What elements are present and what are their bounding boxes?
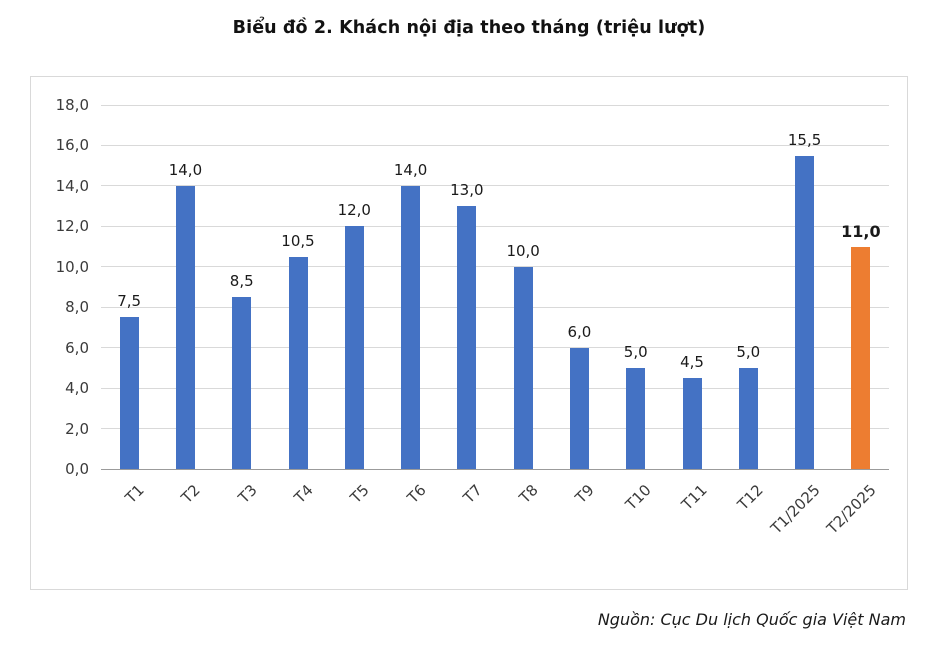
bar (626, 367, 646, 469)
bar-value-label: 4,5 (680, 353, 704, 371)
y-axis-label: 18,0 (55, 96, 89, 114)
bar (795, 155, 815, 469)
bar-value-label: 12,0 (337, 201, 371, 220)
y-axis-label: 12,0 (55, 217, 89, 236)
chart-frame: 7,5 14,0 8,5 10,5 12,0 14,0 13,0 10,0 6,0 5,0 4,5 5… (30, 76, 908, 590)
bar (513, 266, 533, 469)
bar (119, 317, 139, 469)
bar-value-label: 5,0 (736, 342, 761, 361)
x-axis-label: T1 (121, 481, 148, 507)
bar (175, 185, 195, 469)
gridline (101, 387, 889, 389)
x-axis-line (101, 468, 889, 470)
y-axis-label: 14,0 (55, 176, 89, 195)
gridline (101, 144, 889, 146)
x-axis-label: T4 (290, 481, 317, 507)
gridline (101, 347, 889, 349)
gridline (101, 428, 889, 430)
source-caption: Nguồn: Cục Du lịch Quốc gia Việt Nam (597, 610, 906, 629)
x-axis-label: T10 (621, 481, 655, 514)
gridline (101, 306, 889, 308)
bar-value-label: 11,0 (841, 221, 881, 241)
bar (457, 206, 477, 469)
chart-title: Biểu đồ 2. Khách nội địa theo tháng (tri… (232, 18, 706, 38)
y-axis-label: 10,0 (55, 257, 89, 276)
x-axis-label: T9 (572, 481, 599, 507)
y-axis-label: 2,0 (65, 419, 89, 438)
bar-value-label: 7,5 (117, 292, 142, 311)
bar (401, 185, 421, 469)
bar (288, 256, 308, 469)
x-axis-label: T7 (459, 481, 486, 507)
bar-value-label: 15,5 (787, 130, 822, 149)
x-axis-label: T5 (347, 481, 374, 507)
plot-area: 7,5 14,0 8,5 10,5 12,0 14,0 13,0 10,0 6,0 5,0 4,5 5… (101, 104, 889, 470)
x-axis-label: T1/2025 (766, 481, 824, 538)
bar-value-label: 10,5 (281, 231, 315, 250)
x-axis-label: T2 (178, 481, 205, 507)
bar (569, 347, 589, 469)
y-axis-label: 8,0 (65, 298, 89, 317)
gridline (101, 104, 889, 106)
bar-value-label: 6,0 (567, 322, 592, 341)
bar-value-label: 10,0 (506, 241, 540, 260)
x-axis-label: T11 (678, 481, 711, 514)
gridline (101, 225, 889, 227)
y-axis-label: 4,0 (65, 379, 89, 398)
y-axis-label: 0,0 (65, 460, 89, 478)
y-axis-label: 6,0 (65, 338, 89, 357)
bar (738, 367, 758, 469)
x-axis-label: T6 (403, 481, 430, 507)
bar-value-label: 8,5 (229, 272, 254, 291)
x-axis-label: T2/2025 (823, 481, 880, 538)
bar (232, 297, 252, 469)
bar (682, 378, 702, 469)
gridline (101, 185, 889, 187)
bar-value-label: 5,0 (623, 342, 648, 361)
gridline (101, 266, 889, 268)
bar-value-label: 14,0 (168, 160, 203, 179)
y-axis-label: 16,0 (55, 136, 89, 155)
x-axis-label: T12 (734, 481, 768, 514)
bar (344, 226, 364, 469)
bar-value-label: 13,0 (450, 181, 484, 200)
bar-value-label: 14,0 (393, 160, 428, 179)
bar-highlight (851, 246, 871, 469)
x-axis-label: T8 (515, 481, 542, 507)
x-axis-label: T3 (234, 481, 261, 507)
